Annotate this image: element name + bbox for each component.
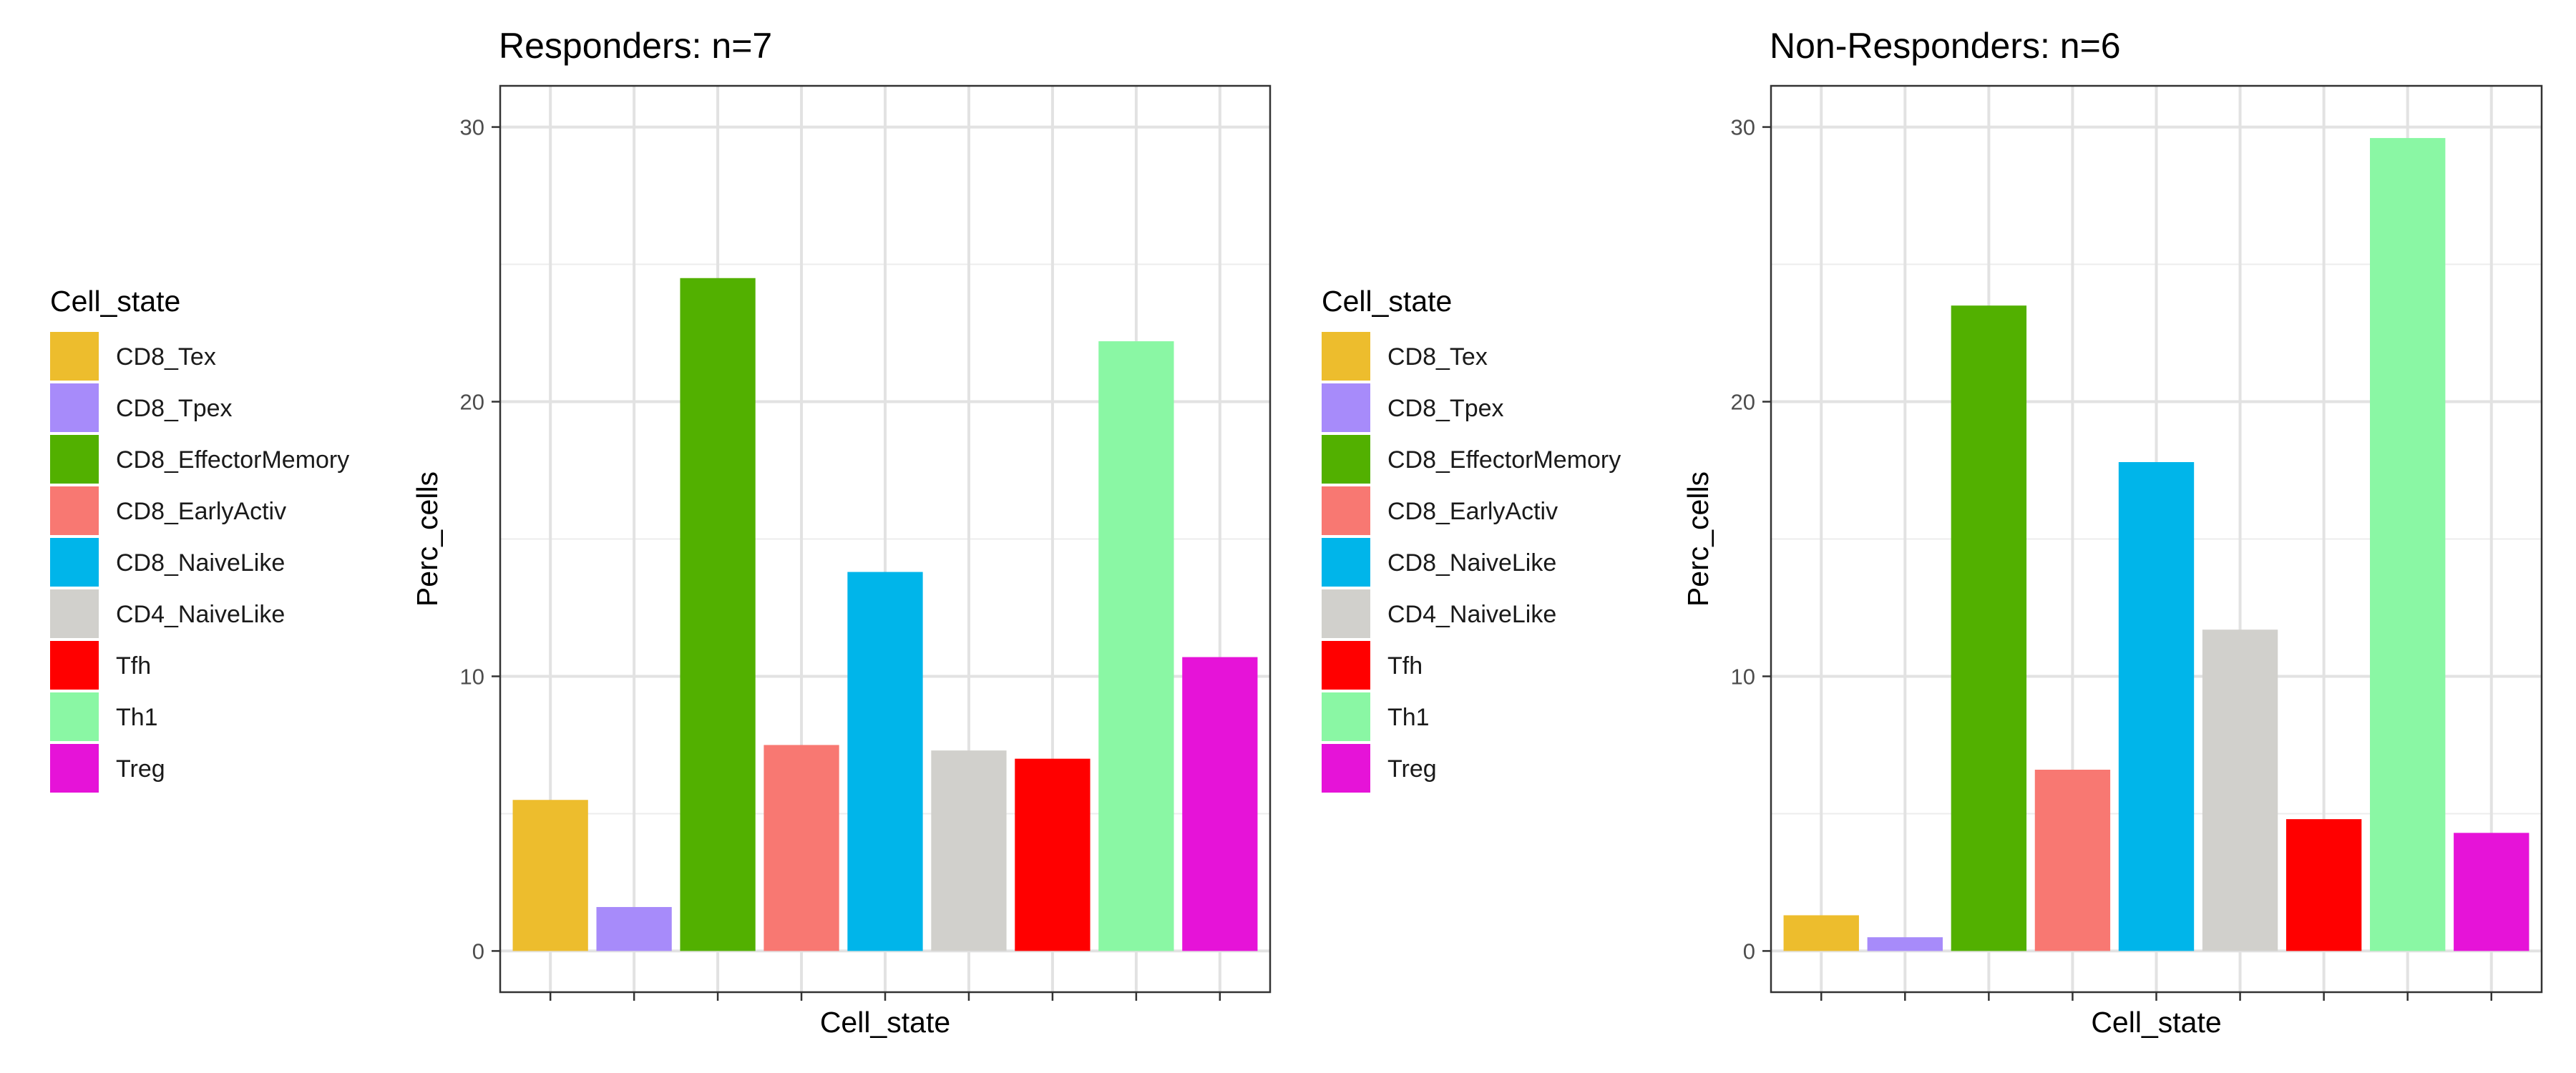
legend-title: Cell_state [50,285,180,318]
y-tick-label: 20 [460,390,484,415]
bar [847,572,923,951]
x-axis-label: Cell_state [2091,1006,2221,1039]
legend-key [1322,435,1370,484]
legend-label: CD8_NaiveLike [1387,549,1556,577]
bar [1867,937,1943,951]
legend-label: Tfh [116,652,151,680]
bar [2202,629,2278,951]
bar [763,745,839,951]
bar [680,278,756,951]
y-tick-label: 10 [1731,664,1755,689]
y-tick-label: 30 [1731,115,1755,140]
legend-label: Treg [1387,755,1437,783]
x-axis-label: Cell_state [820,1006,950,1039]
legend-item: Treg [1322,744,1437,793]
bar [2034,770,2111,951]
bar [1951,305,2027,951]
bar [1098,341,1174,951]
legend-label: CD8_Tex [116,343,216,371]
legend-item: CD8_EffectorMemory [1322,435,1621,484]
y-axis-label: Perc_cells [411,471,444,607]
legend-key [1322,589,1370,638]
legend-label: CD8_Tpex [1387,395,1504,422]
legend-item: Th1 [1322,692,1430,741]
bar [596,906,672,951]
y-tick-label: 0 [472,939,484,964]
y-tick-label: 0 [1743,939,1755,964]
chart-panel: 0 10 20 30 Cell_state Perc_cells Responders: n… [411,26,1272,1039]
bar [2285,819,2362,951]
y-tick-label: 10 [460,664,484,689]
legend-key [1322,744,1370,793]
legend-label: Th1 [1387,704,1430,731]
legend-key [50,589,99,638]
legend-label: CD8_Tex [1387,343,1488,371]
legend-item: CD8_EarlyActiv [50,486,286,535]
legend-label: CD8_NaiveLike [116,549,285,577]
legend-key [1322,641,1370,690]
bar [512,800,588,951]
legend-item: Tfh [1322,641,1423,690]
bar [1015,758,1091,951]
legend-label: Tfh [1387,652,1423,680]
bar [1182,657,1258,951]
legend-label: CD8_EarlyActiv [1387,498,1558,525]
legend-key [50,641,99,690]
bar [2118,461,2195,951]
bar [2370,137,2446,951]
legend-key [50,538,99,587]
legend-label: Treg [116,755,165,783]
legend-label: Th1 [116,704,158,731]
legend-item: CD8_NaiveLike [50,538,285,587]
chart-title: Responders: n=7 [499,26,772,66]
legend: Cell_state CD8_Tex CD8_Tpex CD8_EffectorMem… [1322,285,1621,793]
legend-label: CD8_EarlyActiv [116,498,286,525]
legend-key [50,692,99,741]
y-axis-label: Perc_cells [1682,471,1714,607]
legend-item: CD4_NaiveLike [1322,589,1556,638]
legend-item: CD8_Tpex [1322,383,1504,432]
chart-panel: 0 10 20 30 Cell_state Perc_cells Non-Responder… [1682,26,2543,1039]
legend-item: CD8_EarlyActiv [1322,486,1558,535]
legend-label: CD4_NaiveLike [116,601,285,628]
legend-key [50,744,99,793]
legend-item: CD8_Tex [50,332,216,381]
legend-item: Th1 [50,692,158,741]
legend-item: CD8_Tex [1322,332,1488,381]
legend-label: CD8_EffectorMemory [116,446,349,474]
legend-key [50,383,99,432]
bar [2454,833,2529,951]
bar [1783,915,1859,951]
legend-item: Tfh [50,641,151,690]
chart-title: Non-Responders: n=6 [1770,26,2121,66]
legend-label: CD8_Tpex [116,395,233,422]
legend-item: CD8_NaiveLike [1322,538,1556,587]
legend-label: CD4_NaiveLike [1387,601,1556,628]
legend-item: Treg [50,744,165,793]
legend-title: Cell_state [1322,285,1452,318]
legend-key [50,332,99,381]
legend-key [50,435,99,484]
legend-key [1322,538,1370,587]
legend-key [1322,332,1370,381]
y-tick-label: 30 [460,115,484,140]
legend-key [1322,692,1370,741]
legend-key [50,486,99,535]
legend-key [1322,383,1370,432]
legend-item: CD4_NaiveLike [50,589,285,638]
legend-key [1322,486,1370,535]
legend-item: CD8_EffectorMemory [50,435,349,484]
bar [931,750,1007,951]
y-tick-label: 20 [1731,390,1755,415]
legend-label: CD8_EffectorMemory [1387,446,1621,474]
legend: Cell_state CD8_Tex CD8_Tpex CD8_EffectorMem… [50,285,349,793]
legend-item: CD8_Tpex [50,383,233,432]
